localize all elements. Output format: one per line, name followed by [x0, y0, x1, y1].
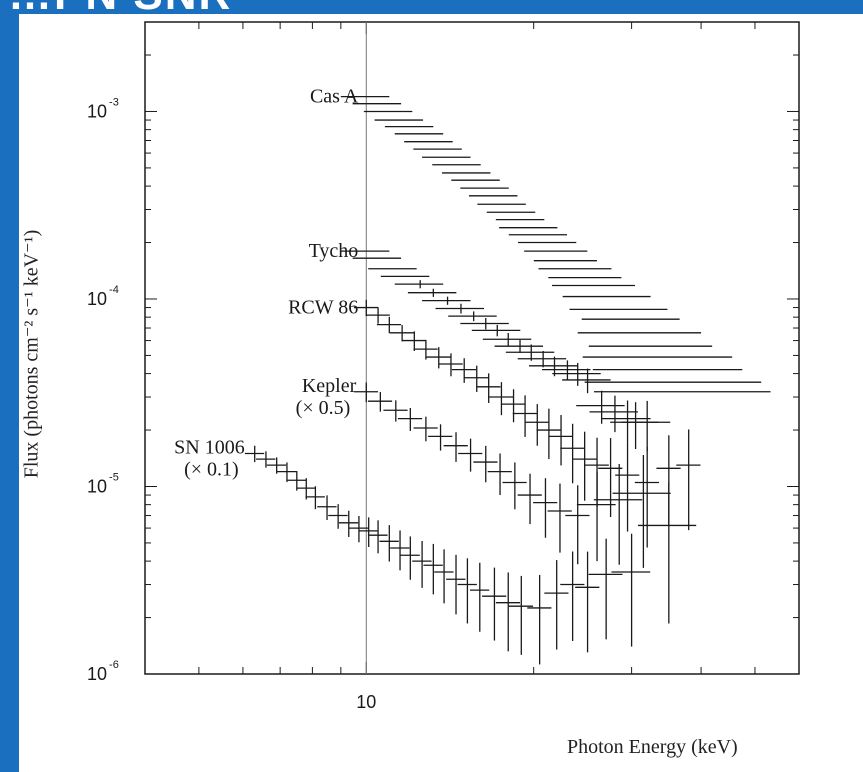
y-tick-label: 10 -5	[87, 471, 119, 496]
series-label-sn-1006: SN 1006	[174, 436, 245, 458]
y-tick-label: 10 -4	[87, 284, 119, 309]
series-label-tycho: Tycho	[309, 240, 359, 262]
series-label-kepler: Kepler	[302, 375, 357, 397]
series-label-rcw-86: RCW 86	[288, 297, 358, 319]
y-tick-label: 10 -6	[87, 659, 119, 684]
series-note-sn-1006: (× 0.1)	[184, 458, 239, 480]
figure: 10 -3 10 -4 10 -5 10 -6 10 Cas A Tycho RCW 86 Kepler…	[19, 14, 863, 772]
slide-frame-left	[0, 0, 19, 772]
series-label-cas-a: Cas A	[310, 86, 359, 108]
x-axis-label: Photon Energy (keV)	[567, 736, 738, 758]
y-tick-label: 10 -3	[87, 96, 119, 121]
series-note-kepler: (× 0.5)	[296, 397, 351, 419]
slide-banner: …PN SNR	[0, 0, 863, 14]
y-axis-label: Flux (photons cm⁻² s⁻¹ keV⁻¹)	[20, 229, 43, 479]
spectrum-chart: 10-3 10-4 10-5 10 -6 10 Cas A Tycho RCW 86 Kepler…	[87, 21, 800, 712]
banner-text: …PN SNR	[8, 0, 232, 14]
x-tick-label: 10	[356, 692, 376, 712]
plot-frame	[144, 21, 800, 675]
